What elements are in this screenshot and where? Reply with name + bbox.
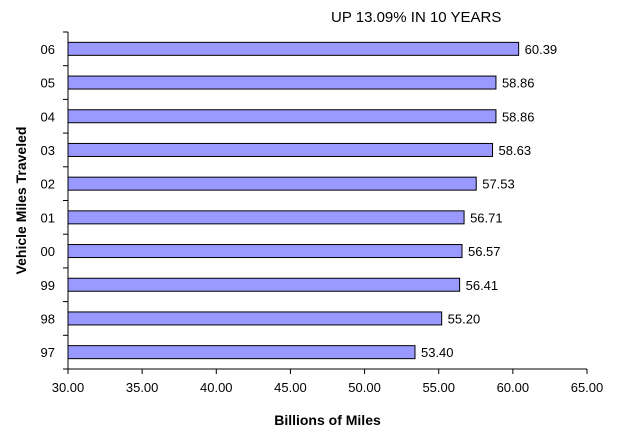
y-axis-title: Vehicle Miles Traveled <box>13 127 29 275</box>
bar-01 <box>67 210 465 225</box>
bar-99 <box>67 277 461 292</box>
y-tick-label-05: 05 <box>41 76 55 91</box>
bar-03 <box>67 142 494 157</box>
y-tick-label-00: 00 <box>41 244 55 259</box>
value-label-06: 60.39 <box>525 42 558 57</box>
value-label-05: 58.86 <box>502 76 535 91</box>
x-tick-label: 30.00 <box>52 380 85 395</box>
y-tick-label-01: 01 <box>41 210 55 225</box>
y-tick-label-02: 02 <box>41 177 55 192</box>
y-tick-label-03: 03 <box>41 143 55 158</box>
value-label-03: 58.63 <box>499 143 532 158</box>
bar-06 <box>67 41 520 56</box>
value-labels-group: 60.39 58.86 58.86 58.63 57.53 56.71 56.57 56.41… <box>421 42 557 360</box>
value-label-01: 56.71 <box>470 210 503 225</box>
chart-annotation: UP 13.09% IN 10 YEARS <box>331 9 502 26</box>
y-axis: 06 05 04 03 02 01 00 99 98 97 <box>41 31 69 370</box>
value-label-00: 56.57 <box>468 244 501 259</box>
x-axis-title: Billions of Miles <box>274 412 381 428</box>
value-label-04: 58.86 <box>502 109 535 124</box>
y-tick-label-99: 99 <box>41 278 55 293</box>
bar-04 <box>67 109 497 124</box>
bar-02 <box>67 176 477 191</box>
value-label-98: 55.20 <box>448 311 481 326</box>
x-tick-label: 60.00 <box>497 380 530 395</box>
x-axis: 30.00 35.00 40.00 45.00 50.00 55.00 60.00 65.00 <box>52 368 604 395</box>
value-label-99: 56.41 <box>466 278 499 293</box>
x-tick-label: 65.00 <box>571 380 604 395</box>
y-ticks-group: 06 05 04 03 02 01 00 99 98 97 <box>41 31 68 370</box>
x-ticks-group: 30.00 35.00 40.00 45.00 50.00 55.00 60.00 65.00 <box>52 369 604 395</box>
y-tick-label-97: 97 <box>41 345 55 360</box>
bar-98 <box>67 311 443 326</box>
x-tick-label: 50.00 <box>348 380 381 395</box>
x-tick-label: 45.00 <box>274 380 307 395</box>
y-tick-label-04: 04 <box>41 109 55 124</box>
y-tick-label-98: 98 <box>41 311 55 326</box>
x-tick-label: 35.00 <box>126 380 159 395</box>
x-tick-label: 55.00 <box>422 380 455 395</box>
y-tick-label-06: 06 <box>41 42 55 57</box>
x-tick-label: 40.00 <box>200 380 233 395</box>
value-label-97: 53.40 <box>421 345 454 360</box>
bar-05 <box>67 75 497 90</box>
value-label-02: 57.53 <box>482 177 515 192</box>
bar-00 <box>67 244 463 259</box>
bar-97 <box>67 345 416 360</box>
